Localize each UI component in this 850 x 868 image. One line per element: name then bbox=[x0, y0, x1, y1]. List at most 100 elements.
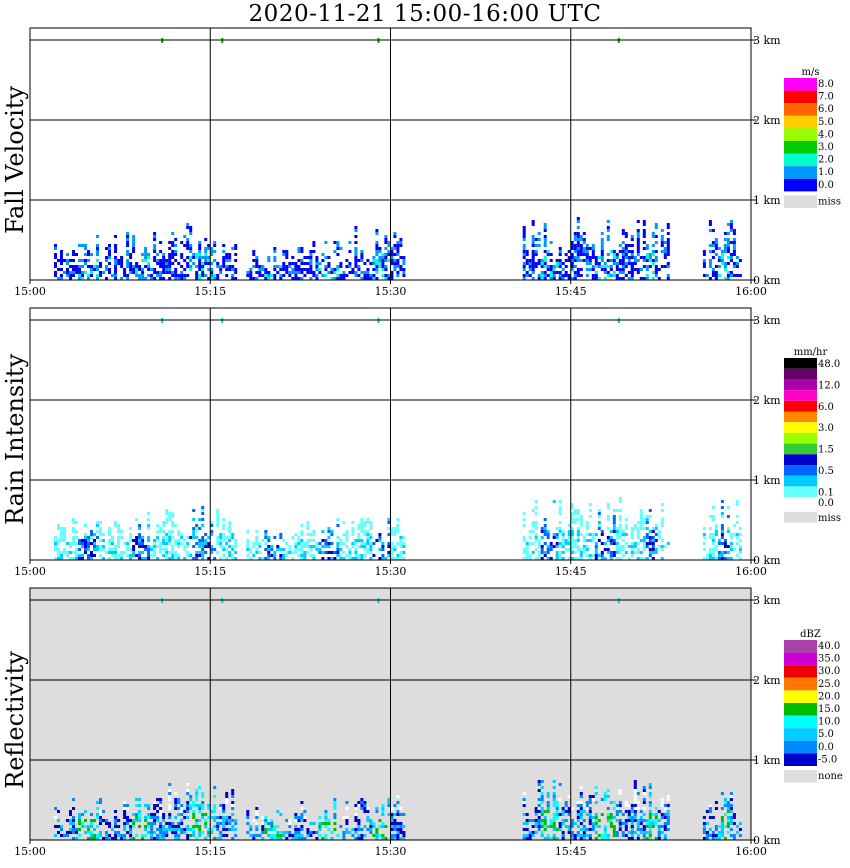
precip-pixel bbox=[159, 837, 163, 840]
precip-pixel bbox=[648, 819, 652, 822]
precip-pixel bbox=[546, 795, 550, 798]
precip-pixel bbox=[69, 831, 72, 834]
precip-pixel bbox=[324, 816, 328, 819]
precip-pixel bbox=[369, 277, 373, 280]
precip-pixel bbox=[624, 825, 628, 828]
precip-pixel bbox=[354, 235, 358, 238]
precip-pixel bbox=[546, 801, 550, 804]
height-tick-label: 0 km bbox=[753, 834, 781, 847]
precip-pixel bbox=[336, 524, 340, 527]
precip-pixel bbox=[729, 229, 733, 232]
precip-pixel bbox=[390, 271, 394, 274]
precip-pixel bbox=[600, 268, 604, 271]
precip-pixel bbox=[393, 545, 397, 548]
precip-pixel bbox=[231, 795, 235, 798]
precip-pixel bbox=[666, 819, 670, 822]
precip-pixel bbox=[72, 259, 75, 262]
precip-pixel bbox=[534, 813, 538, 816]
precip-pixel bbox=[315, 268, 319, 271]
precip-pixel bbox=[354, 250, 358, 253]
precip-pixel bbox=[354, 804, 358, 807]
precip-pixel bbox=[378, 265, 382, 268]
precip-pixel bbox=[645, 244, 649, 247]
precip-pixel bbox=[636, 250, 640, 253]
precip-pixel bbox=[717, 551, 721, 554]
precip-pixel bbox=[555, 813, 559, 816]
precip-pixel bbox=[399, 837, 403, 840]
precip-pixel bbox=[663, 265, 667, 268]
precip-pixel bbox=[138, 554, 142, 557]
precip-pixel bbox=[141, 837, 145, 840]
precip-pixel bbox=[108, 825, 111, 828]
precip-pixel bbox=[102, 819, 105, 822]
precip-pixel bbox=[168, 551, 172, 554]
precip-pixel bbox=[612, 834, 616, 837]
precip-pixel bbox=[333, 557, 337, 560]
precip-pixel bbox=[708, 551, 712, 554]
precip-pixel bbox=[171, 271, 175, 274]
precip-pixel bbox=[648, 804, 652, 807]
precip-pixel bbox=[618, 533, 622, 536]
precip-pixel bbox=[210, 551, 214, 554]
precip-pixel bbox=[246, 271, 250, 274]
precip-pixel bbox=[129, 271, 133, 274]
precip-pixel bbox=[201, 813, 205, 816]
precip-pixel bbox=[78, 813, 81, 816]
precip-pixel bbox=[522, 268, 526, 271]
precip-pixel bbox=[180, 253, 184, 256]
precip-pixel bbox=[540, 822, 544, 825]
precip-pixel bbox=[87, 274, 90, 277]
precip-pixel bbox=[378, 819, 382, 822]
precip-pixel bbox=[177, 545, 181, 548]
precip-pixel bbox=[531, 223, 535, 226]
precip-pixel bbox=[540, 795, 544, 798]
colorbar-swatch bbox=[784, 422, 817, 433]
precip-pixel bbox=[72, 828, 75, 831]
precip-pixel bbox=[735, 256, 739, 259]
precip-pixel bbox=[204, 837, 208, 840]
precip-pixel bbox=[390, 262, 394, 265]
precip-pixel bbox=[129, 837, 133, 840]
precip-pixel bbox=[183, 277, 187, 280]
precip-pixel bbox=[87, 277, 90, 280]
precip-pixel bbox=[177, 813, 181, 816]
colorbar-swatch bbox=[784, 652, 817, 666]
precip-pixel bbox=[366, 271, 370, 274]
precip-pixel bbox=[294, 548, 298, 551]
precip-pixel bbox=[630, 235, 634, 238]
precip-pixel bbox=[552, 822, 556, 825]
precip-pixel bbox=[273, 536, 277, 539]
precip-pixel bbox=[630, 265, 634, 268]
precip-pixel bbox=[342, 831, 346, 834]
precip-pixel bbox=[213, 786, 217, 789]
colorbar-swatch bbox=[784, 677, 817, 691]
precip-pixel bbox=[297, 554, 301, 557]
precip-pixel bbox=[297, 271, 301, 274]
precip-pixel bbox=[729, 834, 733, 837]
precip-pixel bbox=[579, 253, 583, 256]
precip-pixel bbox=[300, 807, 304, 810]
precip-pixel bbox=[177, 837, 181, 840]
precip-pixel bbox=[537, 822, 541, 825]
precip-pixel bbox=[384, 247, 388, 250]
precip-pixel bbox=[297, 819, 301, 822]
precip-pixel bbox=[174, 807, 178, 810]
colorbar-swatch bbox=[784, 728, 817, 741]
precip-pixel bbox=[327, 262, 331, 265]
precip-pixel bbox=[198, 825, 202, 828]
precip-pixel bbox=[375, 262, 379, 265]
precip-pixel bbox=[147, 813, 151, 816]
precip-pixel bbox=[549, 241, 553, 244]
precip-pixel bbox=[168, 271, 172, 274]
colorbar-swatch bbox=[784, 178, 817, 192]
precip-pixel bbox=[255, 825, 259, 828]
precip-pixel bbox=[324, 813, 328, 816]
precip-pixel bbox=[621, 545, 625, 548]
precip-pixel bbox=[570, 503, 574, 506]
precip-pixel bbox=[579, 533, 583, 536]
precip-pixel bbox=[357, 539, 361, 542]
precip-pixel bbox=[381, 837, 385, 840]
precip-pixel bbox=[723, 798, 727, 801]
precip-pixel bbox=[630, 551, 634, 554]
precip-pixel bbox=[600, 241, 604, 244]
